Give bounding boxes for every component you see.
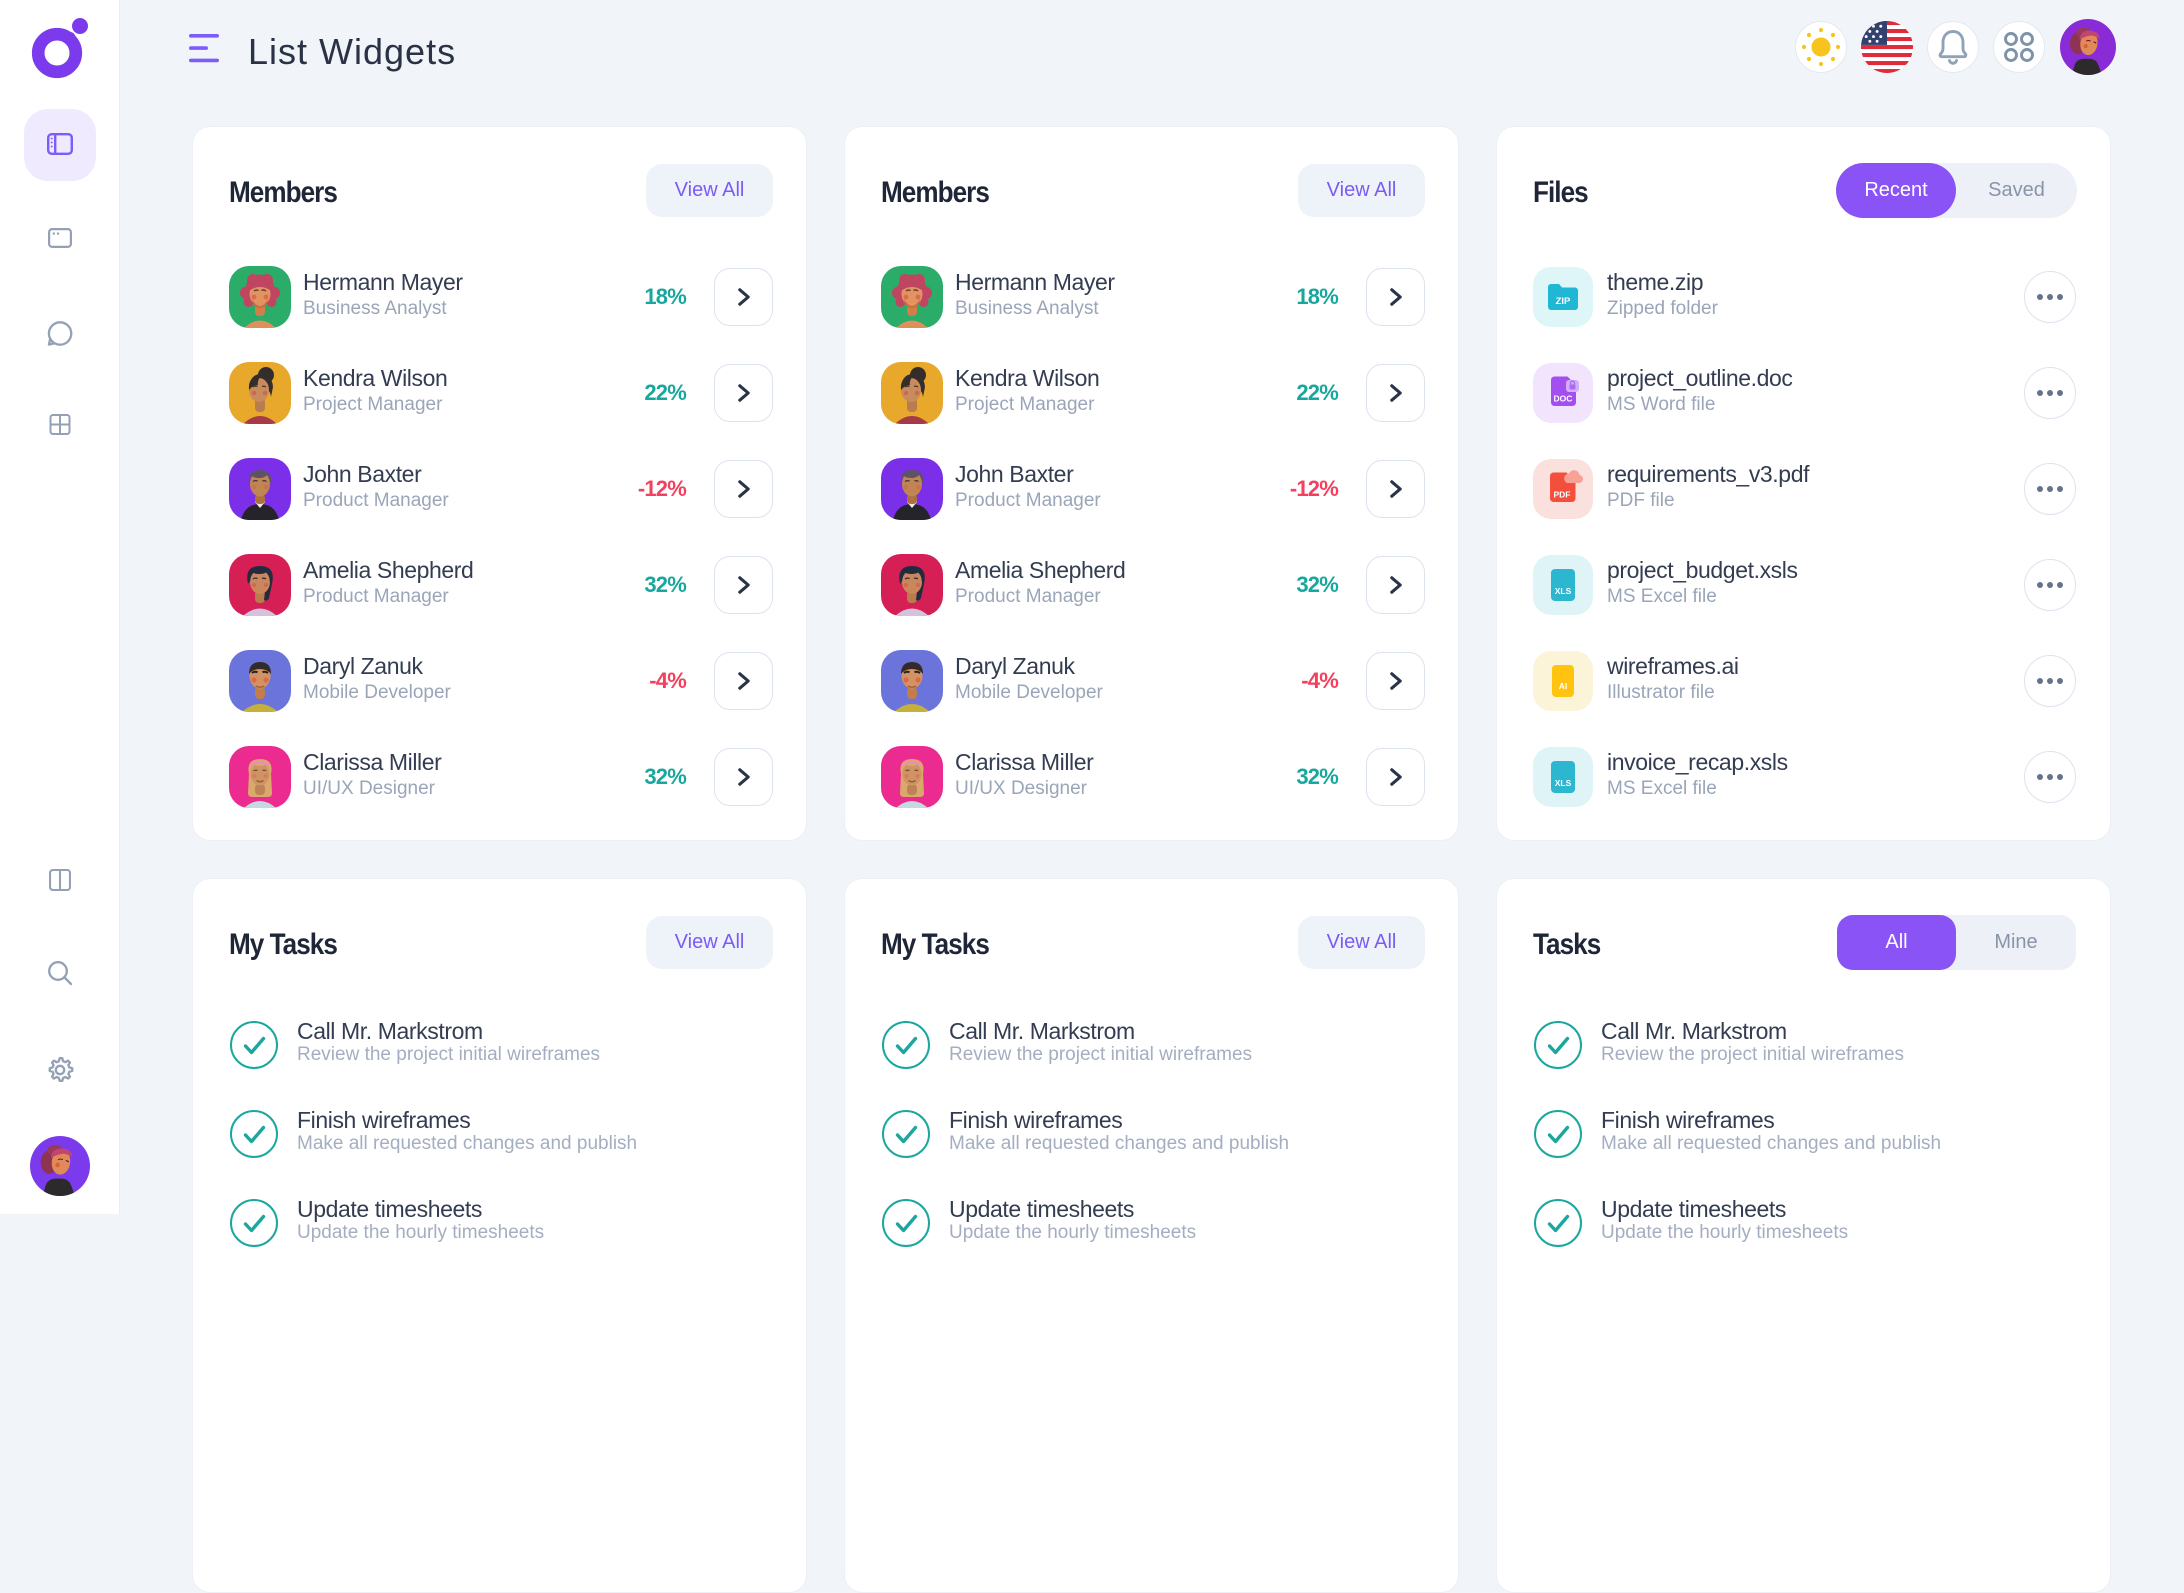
svg-text:AI: AI <box>1559 681 1568 691</box>
svg-text:XLS: XLS <box>1555 778 1572 788</box>
svg-text:PDF: PDF <box>1554 490 1571 500</box>
svg-text:ZIP: ZIP <box>1556 296 1571 307</box>
svg-text:DOC: DOC <box>1554 394 1573 404</box>
svg-text:XLS: XLS <box>1555 586 1572 596</box>
